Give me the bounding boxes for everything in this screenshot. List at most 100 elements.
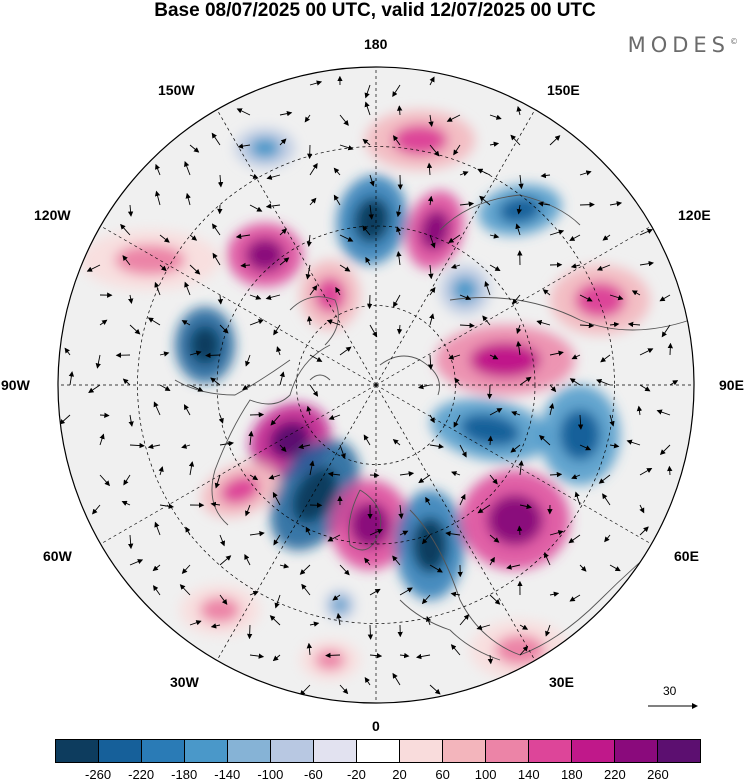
- anomaly-blob-core: [412, 517, 448, 573]
- wind-vector-arrow: [393, 294, 401, 308]
- anomaly-blob-core: [575, 282, 625, 318]
- wind-vector-arrow: [506, 564, 521, 570]
- wind-vector-arrow: [249, 204, 263, 212]
- wind-vector-arrow: [518, 460, 524, 476]
- wind-vector-arrow: [245, 354, 251, 367]
- wind-vector-arrow: [543, 552, 551, 566]
- wind-vector-arrow: [448, 354, 461, 360]
- wind-vector-arrow: [569, 594, 581, 602]
- wind-vector-arrow: [482, 315, 491, 326]
- wind-vector-arrow: [363, 434, 371, 446]
- wind-vector-arrow: [205, 352, 221, 359]
- colorbar-segment: [400, 740, 443, 762]
- wind-vector-arrow: [127, 534, 134, 550]
- anomaly-field: [80, 110, 650, 680]
- colorbar-segment: [572, 740, 615, 762]
- wind-vector-arrow: [540, 172, 551, 179]
- wind-vector-arrow: [217, 294, 224, 305]
- lon-label-60w: 60W: [43, 548, 72, 564]
- wind-vector-arrow: [487, 654, 494, 665]
- wind-vector-arrow: [518, 174, 524, 190]
- wind-vector-arrow: [604, 534, 611, 543]
- wind-vector-arrow: [549, 384, 557, 393]
- wind-vector-arrow: [429, 287, 436, 296]
- wind-vector-arrow: [158, 466, 164, 476]
- wind-vector-arrow: [279, 371, 285, 386]
- wind-vector-arrow: [88, 384, 101, 394]
- wind-vector-arrow: [147, 443, 161, 450]
- wind-vector-arrow: [298, 443, 311, 450]
- wind-vector-arrow: [453, 414, 461, 428]
- wind-vector-arrow: [510, 444, 521, 453]
- wind-vector-arrow: [626, 439, 641, 446]
- wind-vector-arrow: [511, 411, 521, 417]
- wind-vector-arrow: [305, 526, 311, 536]
- wind-vector-arrow: [274, 594, 281, 609]
- wind-vector-arrow: [369, 324, 378, 338]
- wind-vector-arrow: [661, 324, 671, 338]
- wind-vector-arrow: [273, 324, 281, 336]
- wind-vector-arrow: [489, 264, 501, 272]
- wind-vector-arrow: [179, 584, 191, 596]
- wind-vector-arrow: [276, 346, 282, 356]
- wind-vector-arrow: [609, 321, 620, 328]
- wind-vector-arrow: [426, 162, 433, 176]
- wind-vector-arrow: [127, 204, 134, 217]
- wind-vector-arrow: [659, 444, 671, 456]
- wind-vector-arrow: [667, 465, 673, 476]
- wind-vector-arrow: [639, 504, 645, 514]
- wind-vector-arrow: [211, 132, 221, 146]
- wind-vector-arrow: [516, 525, 523, 536]
- anomaly-blob-core: [220, 476, 260, 504]
- wind-vector-arrow: [489, 354, 499, 360]
- wind-vector-arrow: [396, 226, 402, 236]
- wind-vector-arrow: [59, 414, 71, 425]
- wind-vector-arrow: [549, 135, 561, 146]
- wind-vector-arrow: [396, 204, 402, 218]
- colorbar-segment: [271, 740, 314, 762]
- wind-vector-arrow: [237, 143, 251, 149]
- wind-vector-arrow: [427, 354, 434, 370]
- wind-vector-arrow: [446, 114, 461, 122]
- wind-vector-arrow: [159, 503, 174, 509]
- colorbar-tick-label: 100: [474, 767, 497, 782]
- wind-vector-arrow: [121, 500, 131, 506]
- wind-vector-arrow: [122, 255, 131, 266]
- colorbar-segment: [443, 740, 486, 762]
- wind-vector-arrow: [189, 384, 204, 392]
- wind-vector-arrow: [95, 354, 101, 369]
- colorbar-segment: [142, 740, 185, 762]
- wind-vector-arrow: [516, 106, 522, 116]
- meridian-line: [216, 384, 377, 661]
- wind-vector-arrow: [219, 555, 232, 566]
- latitude-circle: [137, 146, 615, 624]
- wind-vector-arrow: [159, 234, 170, 243]
- wind-vector-arrow: [639, 348, 654, 356]
- lat-lon-grid: [58, 67, 694, 703]
- colorbar-segment: [99, 740, 142, 762]
- wind-vector-arrow: [489, 594, 501, 605]
- wind-vector-arrow: [219, 534, 226, 547]
- wind-vector-arrow: [399, 587, 413, 596]
- meridian-line: [375, 109, 536, 386]
- wind-vector-arrow: [571, 474, 581, 480]
- wind-vector-arrow: [99, 433, 105, 446]
- wind-vector-arrow: [249, 173, 259, 179]
- wind-vector-arrow: [128, 414, 134, 427]
- wind-vector-arrow: [569, 234, 581, 241]
- wind-vector-arrow: [184, 161, 191, 176]
- meridian-line: [375, 384, 652, 545]
- lon-label-150e: 150E: [547, 82, 580, 98]
- lon-label-180: 180: [364, 36, 388, 52]
- wind-vector-arrow: [218, 414, 224, 424]
- meridian-line: [100, 384, 377, 545]
- wind-vector-arrow: [489, 114, 502, 120]
- anomaly-blob-core: [115, 245, 185, 275]
- lon-label-120e: 120E: [678, 207, 711, 223]
- wind-vector-arrow: [189, 350, 202, 356]
- wind-vector-arrow: [609, 294, 624, 301]
- wind-vector-arrow: [510, 134, 521, 146]
- wind-vector-arrow: [129, 442, 145, 449]
- wind-vector-arrow: [309, 384, 319, 397]
- wind-vector-arrow: [364, 677, 371, 686]
